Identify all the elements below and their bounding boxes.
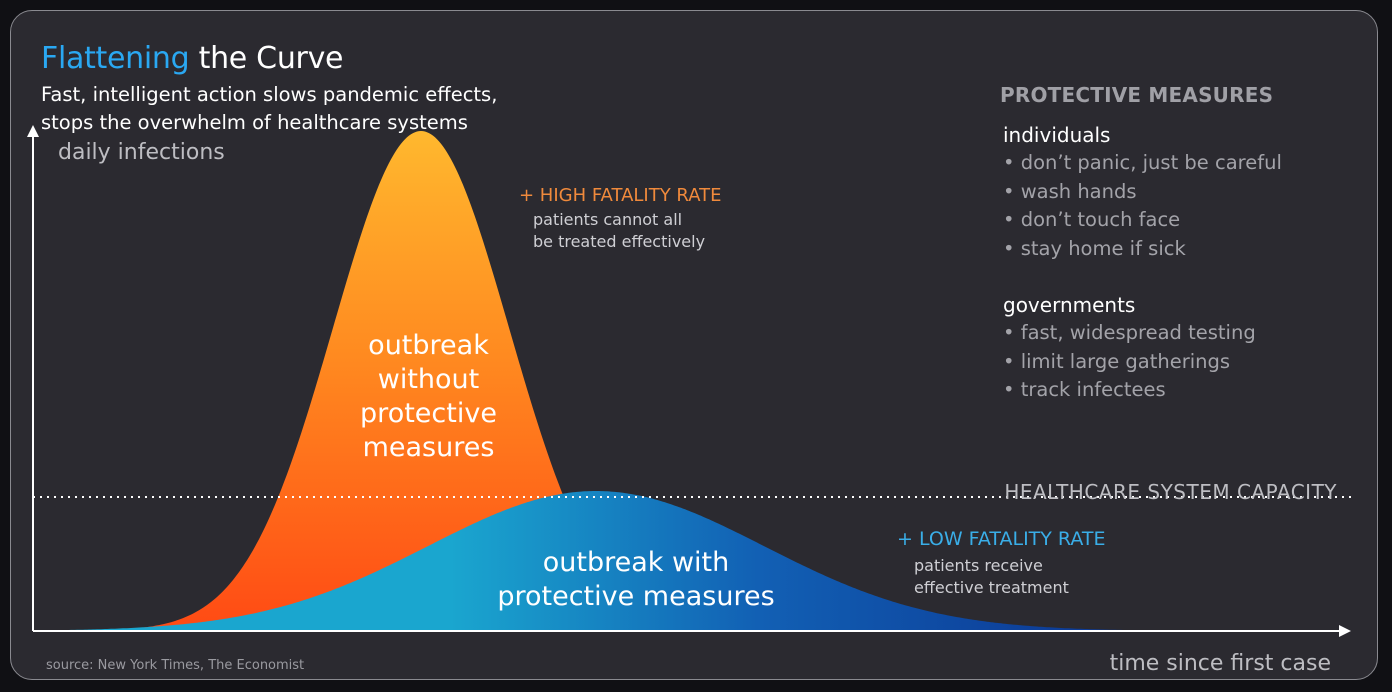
source-note: source: New York Times, The Economist: [46, 658, 305, 673]
page-subtitle: Fast, intelligent action slows pandemic …: [41, 83, 498, 134]
page-title: Flattening the Curve: [41, 41, 343, 76]
individuals-item: • wash hands: [1003, 179, 1137, 203]
y-axis-arrow-icon: [27, 125, 39, 137]
curve-with-measures: [51, 491, 1191, 631]
x-axis-arrow-icon: [1339, 625, 1351, 637]
curve-without-label: outbreak without protective measures: [360, 330, 497, 463]
individuals-item: • don’t panic, just be careful: [1003, 151, 1282, 174]
curve-without-measures: [51, 131, 771, 631]
high-fatality-title: + HIGH FATALITY RATE: [519, 185, 722, 206]
y-axis-label: daily infections: [58, 140, 225, 165]
capacity-label: HEALTHCARE SYSTEM CAPACITY: [1004, 480, 1337, 504]
title-highlight: Flattening: [41, 41, 190, 76]
title-rest: the Curve: [189, 41, 344, 76]
governments-item: • track infectees: [1003, 378, 1166, 402]
flatten-curve-chart: [27, 125, 1351, 637]
individuals-item: • stay home if sick: [1003, 237, 1186, 261]
individuals-title: individuals: [1003, 123, 1111, 147]
low-fatality-body: patients receive effective treatment: [914, 556, 1069, 597]
governments-item: • fast, widespread testing: [1003, 321, 1256, 344]
infographic-card: Flattening the Curve Fast, intelligent a…: [10, 10, 1378, 680]
x-axis-label: time since first case: [1109, 651, 1331, 676]
governments-item: • limit large gatherings: [1003, 349, 1231, 373]
individuals-item: • don’t touch face: [1003, 208, 1181, 232]
governments-title: governments: [1003, 293, 1136, 317]
curve-with-label: outbreak with protective measures: [497, 547, 775, 612]
protective-measures-heading: PROTECTIVE MEASURES: [1000, 83, 1274, 107]
low-fatality-title: + LOW FATALITY RATE: [897, 528, 1106, 550]
high-fatality-body: patients cannot all be treated effective…: [533, 210, 706, 251]
individuals-group: individuals • don’t panic, just be caref…: [1003, 121, 1282, 264]
governments-group: governments • fast, widespread testing •…: [1003, 291, 1256, 405]
